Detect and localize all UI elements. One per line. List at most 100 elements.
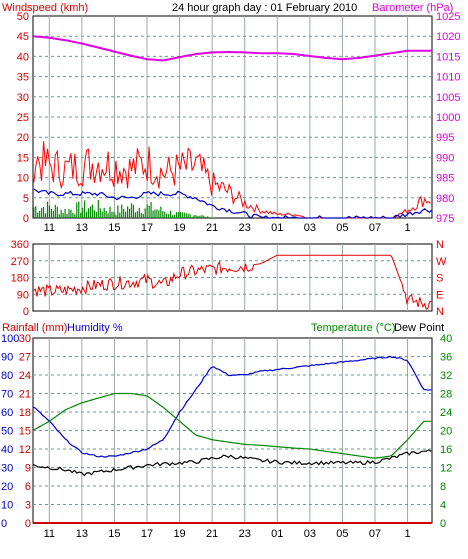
rain-ytick-9: 27: [19, 352, 31, 364]
humidity-ytick-8: 80: [1, 370, 13, 382]
humidity-ytick-1: 10: [1, 500, 13, 512]
wind-gust-line: [33, 141, 431, 219]
temperature-line: [32, 392, 432, 459]
rain-ytick-5: 15: [19, 426, 31, 438]
temp-ytick-6: 24: [440, 407, 452, 419]
humidity-line: [32, 355, 432, 458]
dir-compass-0: N: [436, 306, 444, 318]
rain-ytick-7: 21: [19, 389, 31, 401]
wind-ytick-8: 40: [17, 51, 29, 63]
temp-ytick-1: 4: [440, 500, 446, 512]
baro-ytick-2: 985: [436, 173, 454, 185]
humidity-ytick-7: 70: [1, 389, 13, 401]
rain-ytick-6: 18: [19, 407, 31, 419]
temp-xtick-9: 05: [336, 528, 348, 540]
temp-xtick-6: 23: [239, 528, 251, 540]
barometer-axis-label: Barometer (hPa): [372, 2, 453, 14]
dir-ytick-0: 0: [23, 306, 29, 318]
wind-xtick-0: 11: [44, 222, 55, 234]
humidity-ytick-3: 30: [1, 463, 13, 475]
rain-ytick-1: 3: [25, 500, 31, 512]
temp-xtick-8: 03: [304, 528, 316, 540]
temp-xtick-11: 1: [405, 528, 411, 540]
baro-ytick-1: 980: [436, 193, 454, 205]
baro-ytick-7: 1010: [436, 72, 460, 84]
baro-ytick-3: 990: [436, 152, 454, 164]
temp-xtick-3: 17: [141, 528, 153, 540]
dir-ytick-2: 180: [11, 273, 29, 285]
dir-compass-4: N: [436, 239, 444, 251]
dew-point-line: [32, 449, 432, 477]
humidity-axis-label: Humidity %: [67, 322, 123, 334]
baro-ytick-10: 1025: [436, 11, 460, 23]
temperature-axis-label: Temperature (°C): [311, 322, 395, 334]
wind-ytick-4: 20: [17, 132, 29, 144]
wind-direction-line: [33, 254, 432, 310]
dir-compass-3: W: [436, 256, 447, 268]
dir-compass-2: S: [436, 273, 443, 285]
temp-xtick-5: 21: [206, 528, 218, 540]
wind-ytick-7: 35: [17, 72, 29, 84]
barometer-line: [32, 35, 432, 62]
baro-ytick-9: 1020: [436, 31, 460, 43]
rain-ytick-0: 0: [25, 518, 31, 530]
wind-ytick-1: 5: [23, 193, 29, 205]
baro-ytick-6: 1005: [436, 92, 460, 104]
temperature-humidity-panel: 0369121518212427300102030405060708090100…: [1, 333, 452, 540]
rain-ytick-8: 24: [19, 370, 31, 382]
rain-ytick-2: 6: [25, 481, 31, 493]
humidity-ytick-6: 60: [1, 407, 13, 419]
rain-ytick-4: 12: [19, 444, 31, 456]
windspeed-axis-label: Windspeed (kmh): [2, 2, 88, 14]
wind-xtick-11: 1: [405, 222, 411, 234]
temp-ytick-4: 16: [440, 444, 452, 456]
temp-ytick-3: 12: [440, 463, 452, 475]
wind-xtick-8: 03: [304, 222, 316, 234]
rain-ytick-10: 30: [19, 333, 31, 345]
temp-xtick-4: 19: [173, 528, 185, 540]
humidity-ytick-0: 0: [1, 518, 7, 530]
dir-compass-1: E: [436, 289, 443, 301]
dir-ytick-3: 270: [11, 256, 29, 268]
temp-ytick-2: 8: [440, 481, 446, 493]
temp-ytick-10: 40: [440, 333, 452, 345]
wind-ytick-2: 10: [17, 173, 29, 185]
dir-ytick-4: 360: [11, 239, 29, 251]
humidity-ytick-9: 90: [1, 352, 13, 364]
wind-xtick-3: 17: [141, 222, 153, 234]
humidity-ytick-2: 20: [1, 481, 13, 493]
wind-xtick-1: 13: [76, 222, 88, 234]
humidity-ytick-4: 40: [1, 444, 13, 456]
temp-xtick-7: 01: [271, 528, 283, 540]
wind-ytick-6: 30: [17, 92, 29, 104]
wind-ytick-0: 0: [23, 213, 29, 225]
temp-xtick-0: 11: [44, 528, 55, 540]
temp-ytick-0: 0: [440, 518, 446, 530]
wind-average-line: [33, 188, 433, 219]
dew-point-axis-label: Dew Point: [394, 322, 444, 334]
wind-xtick-4: 19: [173, 222, 185, 234]
wind-xtick-9: 05: [336, 222, 348, 234]
wind-ytick-3: 15: [17, 152, 29, 164]
wind-xtick-2: 15: [108, 222, 120, 234]
baro-ytick-8: 1015: [436, 51, 460, 63]
baro-ytick-5: 1000: [436, 112, 460, 124]
humidity-ytick-5: 50: [1, 426, 13, 438]
rain-ytick-3: 9: [25, 463, 31, 475]
temp-xtick-2: 15: [108, 528, 120, 540]
wind-ytick-9: 45: [17, 31, 29, 43]
wind-barometer-panel: 0510152025303540455097598098599099510001…: [17, 11, 461, 234]
wind-ytick-10: 50: [17, 11, 29, 23]
temp-xtick-1: 13: [76, 528, 88, 540]
page-title: 24 hour graph day : 01 February 2010: [172, 2, 357, 14]
temp-ytick-9: 36: [440, 352, 452, 364]
baro-ytick-0: 975: [436, 213, 454, 225]
wind-xtick-10: 07: [369, 222, 381, 234]
rainfall-axis-label: Rainfall (mm): [2, 322, 67, 334]
wind-xtick-6: 23: [239, 222, 251, 234]
dir-ytick-1: 90: [17, 289, 29, 301]
wind-ytick-5: 25: [17, 112, 29, 124]
temp-ytick-5: 20: [440, 426, 452, 438]
